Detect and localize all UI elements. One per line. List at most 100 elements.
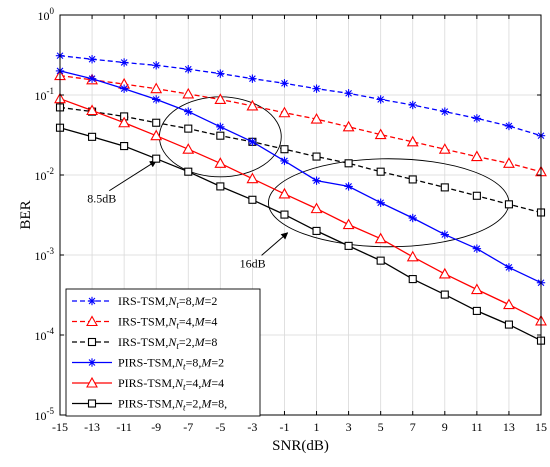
data-point-stroke xyxy=(88,75,96,83)
data-point xyxy=(184,167,193,176)
data-point xyxy=(504,121,514,131)
legend-label-value: =2 xyxy=(205,294,218,308)
x-tick-label: -13 xyxy=(84,420,100,434)
data-point xyxy=(440,290,449,299)
x-tick-label: 9 xyxy=(442,420,448,434)
data-point-stroke xyxy=(377,96,385,103)
data-point xyxy=(374,232,387,244)
x-axis-title: SNR(dB) xyxy=(272,438,329,454)
data-point xyxy=(246,99,259,111)
data-point-stroke xyxy=(409,101,417,109)
data-point-stroke xyxy=(377,199,385,207)
legend-label-prefix: PIRS-TSM, xyxy=(118,376,175,390)
data-point-stroke xyxy=(216,123,224,131)
data-point xyxy=(440,107,449,116)
y-tick-base: 10 xyxy=(35,249,47,263)
data-point xyxy=(312,176,321,185)
data-point xyxy=(504,200,513,209)
data-point xyxy=(504,320,513,329)
data-point xyxy=(472,244,482,253)
data-point xyxy=(214,93,227,104)
annotation-arrow xyxy=(261,232,289,256)
series-line xyxy=(59,106,542,214)
legend-label-var: M xyxy=(194,294,206,308)
annotation-arrow xyxy=(108,160,157,192)
data-point xyxy=(248,195,257,204)
data-point xyxy=(470,283,483,295)
data-point xyxy=(278,106,291,118)
data-point xyxy=(152,118,161,127)
series-line xyxy=(59,127,542,342)
data-point xyxy=(87,55,97,64)
data-point-stroke xyxy=(473,115,481,122)
data-point xyxy=(406,250,419,262)
data-point-stroke xyxy=(441,231,449,238)
y-tick-exponent: -5 xyxy=(47,406,55,416)
data-point xyxy=(119,58,129,67)
data-point xyxy=(87,399,97,408)
legend-label-prefix: IRS-TSM, xyxy=(118,294,168,308)
data-point xyxy=(408,213,417,223)
series-line xyxy=(59,55,542,137)
data-point xyxy=(438,267,451,279)
data-point xyxy=(438,143,451,154)
legend-label-value: =4, xyxy=(186,376,202,390)
data-point xyxy=(504,263,514,272)
data-point xyxy=(87,337,97,347)
data-point xyxy=(342,120,355,132)
data-point xyxy=(408,100,417,110)
legend-label-var: M xyxy=(194,335,206,349)
data-point xyxy=(87,74,97,83)
data-point xyxy=(214,157,227,168)
data-point xyxy=(86,104,99,116)
data-point xyxy=(408,175,417,184)
legend-entry: PIRS-TSM,Nt=8,M=2 xyxy=(72,356,224,372)
data-point-stroke xyxy=(345,89,352,97)
data-point xyxy=(472,191,481,200)
data-point xyxy=(182,87,195,99)
data-point xyxy=(342,218,355,230)
data-point xyxy=(87,296,97,306)
legend-label-var: M xyxy=(200,356,212,370)
legend-label-subscript: t xyxy=(176,321,179,331)
legend-label-subscript: t xyxy=(183,382,186,392)
x-tick-label: 3 xyxy=(346,420,352,434)
series-4 xyxy=(55,66,546,287)
legend-label: PIRS-TSM,Nt=2,M=8, xyxy=(118,397,227,413)
x-tick-label: -9 xyxy=(151,420,161,434)
y-axis-title: BER xyxy=(18,200,34,229)
legend-entry: IRS-TSM,Nt=8,M=2 xyxy=(72,294,217,310)
legend-label: IRS-TSM,Nt=4,M=4 xyxy=(118,315,217,331)
legend-label-value: =8, xyxy=(211,397,227,411)
legend-entry: IRS-TSM,Nt=2,M=8 xyxy=(72,335,217,351)
legend-label-subscript: t xyxy=(176,300,179,310)
data-point xyxy=(152,61,161,70)
data-point xyxy=(440,183,449,192)
data-point-stroke xyxy=(88,55,96,63)
legend-label-value: =4 xyxy=(211,376,224,390)
x-tick-label: -5 xyxy=(215,420,225,434)
x-tick-label: -1 xyxy=(279,420,289,434)
legend-label-var: M xyxy=(200,397,212,411)
data-point-stroke xyxy=(473,245,481,253)
data-point-stroke xyxy=(88,297,96,305)
data-point xyxy=(120,142,129,151)
data-point-stroke xyxy=(281,157,288,165)
y-tick-label: 100 xyxy=(38,6,55,23)
y-tick-exponent: -3 xyxy=(47,246,55,256)
annotation-label: 16dB xyxy=(240,256,266,270)
legend-label-var: N xyxy=(167,315,177,329)
data-point xyxy=(312,84,321,93)
y-tick-label: 10-3 xyxy=(35,246,55,263)
data-point xyxy=(472,114,482,123)
data-point-stroke xyxy=(120,85,128,93)
x-tick-label: -3 xyxy=(247,420,257,434)
data-point xyxy=(376,256,385,265)
data-point xyxy=(248,74,257,83)
y-tick-base: 10 xyxy=(35,409,47,423)
y-tick-label: 10-1 xyxy=(35,86,55,103)
data-point-stroke xyxy=(409,214,417,222)
data-point xyxy=(312,226,321,235)
legend-label-var: N xyxy=(174,397,184,411)
legend-label-value: =2, xyxy=(179,335,195,349)
